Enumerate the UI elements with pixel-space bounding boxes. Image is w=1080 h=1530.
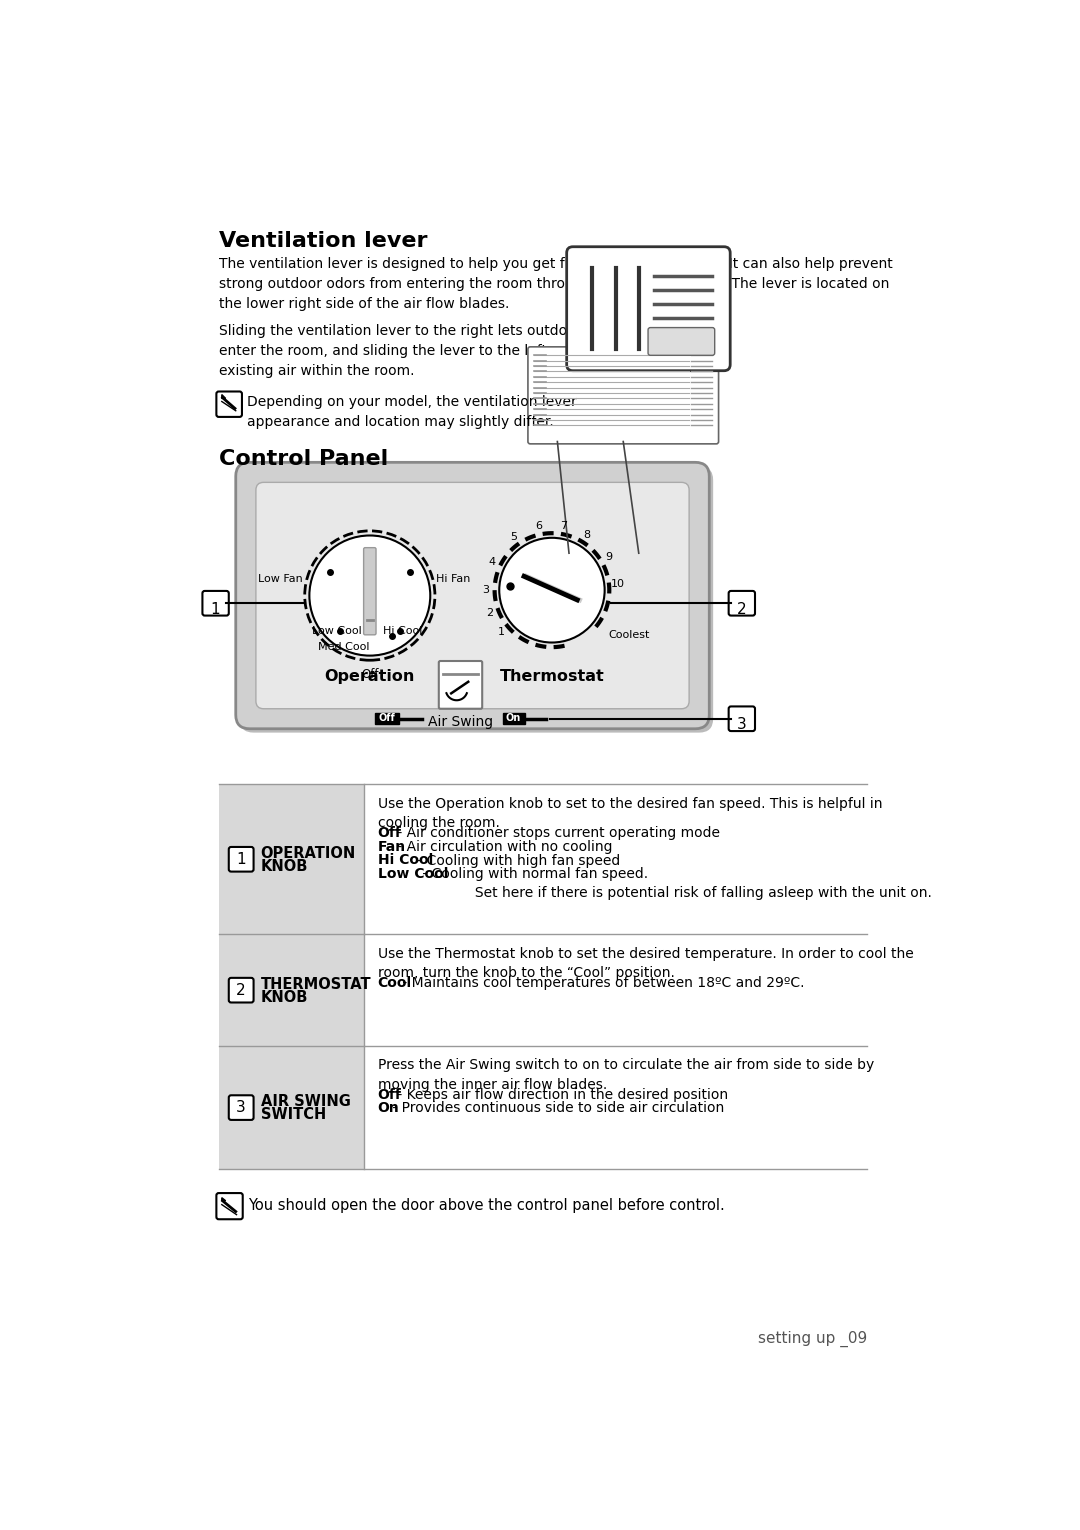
FancyBboxPatch shape: [375, 713, 399, 724]
Bar: [218, 1047, 364, 1169]
FancyBboxPatch shape: [240, 467, 713, 733]
Text: Coolest: Coolest: [608, 630, 650, 640]
Text: Operation: Operation: [325, 669, 415, 684]
Text: 9: 9: [606, 552, 612, 563]
Text: Off: Off: [361, 669, 379, 681]
Text: AIR SWING: AIR SWING: [260, 1094, 350, 1109]
Text: 1: 1: [237, 852, 246, 868]
Text: 6: 6: [535, 522, 542, 531]
Text: Low Cool: Low Cool: [312, 626, 362, 636]
Bar: [218, 935, 364, 1047]
Polygon shape: [221, 395, 226, 398]
Text: 2: 2: [737, 601, 746, 617]
Text: 1: 1: [498, 627, 505, 636]
Text: 3: 3: [737, 718, 746, 733]
FancyBboxPatch shape: [528, 347, 718, 444]
Text: Cool: Cool: [378, 976, 411, 990]
Text: - Maintains cool temperatures of between 18ºC and 29ºC.: - Maintains cool temperatures of between…: [397, 976, 805, 990]
FancyBboxPatch shape: [202, 591, 229, 615]
Text: Air Swing: Air Swing: [428, 715, 494, 728]
Text: Off: Off: [378, 826, 402, 840]
Text: - Air conditioner stops current operating mode: - Air conditioner stops current operatin…: [393, 826, 719, 840]
Text: OPERATION: OPERATION: [260, 846, 355, 860]
Text: - Cooling with high fan speed: - Cooling with high fan speed: [413, 854, 620, 868]
FancyBboxPatch shape: [229, 848, 254, 872]
FancyBboxPatch shape: [256, 482, 689, 708]
Text: 3: 3: [237, 1100, 246, 1115]
FancyBboxPatch shape: [229, 978, 254, 1002]
Text: Low Cool: Low Cool: [378, 868, 448, 881]
Text: - Keeps air flow direction in the desired position: - Keeps air flow direction in the desire…: [393, 1088, 728, 1102]
Text: Med Cool: Med Cool: [319, 641, 369, 652]
Text: - Provides continuous side to side air circulation: - Provides continuous side to side air c…: [388, 1102, 724, 1115]
FancyBboxPatch shape: [567, 246, 730, 370]
FancyBboxPatch shape: [438, 661, 482, 708]
FancyBboxPatch shape: [229, 1095, 254, 1120]
Bar: [218, 785, 364, 935]
Text: 2: 2: [486, 607, 494, 618]
Text: Control Panel: Control Panel: [218, 450, 388, 470]
FancyBboxPatch shape: [216, 392, 242, 416]
Text: On: On: [378, 1102, 400, 1115]
FancyBboxPatch shape: [503, 713, 525, 724]
Text: 7: 7: [559, 520, 567, 531]
Text: Use the Operation knob to set to the desired fan speed. This is helpful in
cooli: Use the Operation knob to set to the des…: [378, 797, 882, 829]
Text: Ventilation lever: Ventilation lever: [218, 231, 428, 251]
Text: Depending on your model, the ventilation lever
appearance and location may sligh: Depending on your model, the ventilation…: [246, 395, 577, 428]
Text: - Cooling with normal fan speed.
             Set here if there is potential ris: - Cooling with normal fan speed. Set her…: [418, 868, 932, 900]
Text: The ventilation lever is designed to help you get fresh air from outdoors. It ca: The ventilation lever is designed to hel…: [218, 257, 892, 311]
Text: Fan: Fan: [378, 840, 406, 854]
Circle shape: [309, 536, 430, 656]
Text: SWITCH: SWITCH: [260, 1108, 326, 1121]
Text: 4: 4: [488, 557, 496, 568]
Circle shape: [499, 539, 605, 643]
Text: Hi Cool: Hi Cool: [378, 854, 433, 868]
Text: Press the Air Swing switch to on to circulate the air from side to side by
movin: Press the Air Swing switch to on to circ…: [378, 1059, 874, 1092]
Text: 1: 1: [211, 601, 220, 617]
Text: 10: 10: [610, 580, 624, 589]
Polygon shape: [221, 1198, 226, 1201]
Text: Sliding the ventilation lever to the right lets outdoor air
enter the room, and : Sliding the ventilation lever to the rig…: [218, 324, 637, 378]
Text: On: On: [505, 713, 521, 724]
Text: - Air circulation with no cooling: - Air circulation with no cooling: [393, 840, 612, 854]
FancyBboxPatch shape: [729, 591, 755, 615]
FancyBboxPatch shape: [216, 1193, 243, 1219]
Text: KNOB: KNOB: [260, 990, 308, 1005]
Text: setting up _09: setting up _09: [758, 1331, 867, 1346]
Text: KNOB: KNOB: [260, 858, 308, 874]
FancyBboxPatch shape: [364, 548, 376, 635]
Text: Hi Fan: Hi Fan: [436, 574, 471, 583]
Text: THERMOSTAT: THERMOSTAT: [260, 976, 372, 991]
FancyBboxPatch shape: [648, 327, 715, 355]
Text: 3: 3: [483, 584, 489, 595]
Text: Off: Off: [378, 713, 395, 724]
Text: You should open the door above the control panel before control.: You should open the door above the contr…: [248, 1198, 725, 1213]
Text: Thermostat: Thermostat: [500, 669, 605, 684]
Text: Use the Thermostat knob to set the desired temperature. In order to cool the
roo: Use the Thermostat knob to set the desir…: [378, 947, 914, 981]
Text: Low Fan: Low Fan: [258, 574, 303, 583]
Text: 2: 2: [237, 982, 246, 998]
FancyBboxPatch shape: [235, 462, 710, 728]
Text: Hi Cool: Hi Cool: [382, 626, 422, 636]
Text: 5: 5: [511, 531, 517, 542]
Text: Off: Off: [378, 1088, 402, 1102]
Text: 8: 8: [583, 529, 591, 540]
FancyBboxPatch shape: [729, 707, 755, 731]
